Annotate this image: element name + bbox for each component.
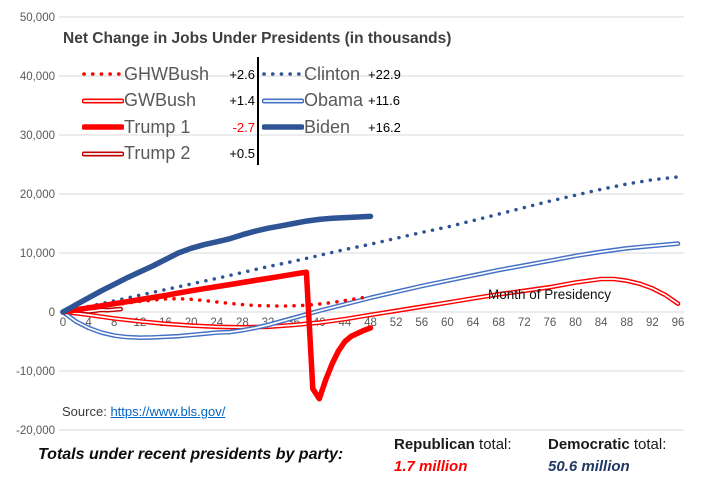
legend-label: GWBush xyxy=(124,90,197,111)
y-tick-label: 30,000 xyxy=(20,130,55,142)
x-tick-label: 4 xyxy=(85,317,92,329)
legend-item-gwbush: GWBush +1.4 xyxy=(82,88,255,115)
y-tick-label: 50,000 xyxy=(20,12,55,24)
y-gridlines xyxy=(59,16,684,431)
legend-label: Clinton xyxy=(304,63,361,84)
legend-value: +0.5 xyxy=(229,146,255,162)
republican-total: Republican total: 1.7 million xyxy=(394,435,512,476)
democratic-total: Democratic total: 50.6 million xyxy=(548,435,666,476)
legend-column-republican: GHWBush +2.6 GWBush +1.4 Trump 1 -2.7 Trump 2 +… xyxy=(82,61,255,167)
legend-label: GHWBush xyxy=(124,63,210,84)
x-tick-label: 48 xyxy=(364,317,377,329)
legend-column-democratic: Clinton +22.9 Obama +11.6 Biden +16.2 xyxy=(262,61,401,141)
line-trump-1 xyxy=(60,269,374,402)
legend-item-ghwbush: GHWBush +2.6 xyxy=(82,61,255,88)
x-tick-label: 88 xyxy=(620,317,633,329)
democratic-total-label: Democratic total: xyxy=(548,435,666,454)
line-biden xyxy=(60,213,374,315)
democratic-total-value: 50.6 million xyxy=(548,458,630,475)
legend-value: +11.6 xyxy=(368,93,400,109)
legend-item-trump-2: Trump 2 +0.5 xyxy=(82,141,255,168)
x-tick-label: 68 xyxy=(492,317,505,329)
legend-value: +22.9 xyxy=(368,66,401,82)
source-prefix: Source: xyxy=(62,404,107,419)
y-tick-label: -20,000 xyxy=(16,425,55,437)
x-tick-label: 8 xyxy=(111,317,117,329)
x-tick-label: 96 xyxy=(672,317,685,329)
democratic-total-suffix: total: xyxy=(629,436,667,453)
legend-label: Biden xyxy=(304,116,351,137)
source-line: Source: https://www.bls.gov/ xyxy=(62,404,225,419)
legend-item-biden: Biden +16.2 xyxy=(262,114,401,141)
republican-party-name: Republican xyxy=(394,436,475,453)
republican-total-suffix: total: xyxy=(474,436,512,453)
y-axis-tick-labels: 50,000 40,000 30,000 20,000 10,000 0 -10,000 -2… xyxy=(16,12,55,437)
x-tick-label: 52 xyxy=(390,317,403,329)
x-tick-label: 72 xyxy=(518,317,531,329)
footer-lead: Totals under recent presidents by party: xyxy=(38,446,344,463)
legend-divider xyxy=(257,57,259,165)
legend-swatch-trump-1 xyxy=(82,124,124,130)
x-tick-label: 60 xyxy=(441,317,454,329)
x-tick-label: 0 xyxy=(60,317,66,329)
x-tick-label: 76 xyxy=(543,317,556,329)
legend-swatch-trump-2 xyxy=(82,151,124,157)
y-tick-label: -10,000 xyxy=(16,366,55,378)
series-lines xyxy=(60,175,681,402)
line-obama xyxy=(60,241,681,340)
legend-swatch-clinton xyxy=(262,72,304,77)
legend-value: +1.4 xyxy=(229,93,255,109)
legend-value: -2.7 xyxy=(232,119,255,135)
line-clinton xyxy=(61,175,680,314)
y-tick-label: 0 xyxy=(49,307,55,319)
legend-swatch-biden xyxy=(262,124,304,130)
republican-total-label: Republican total: xyxy=(394,435,512,454)
chart-title: Net Change in Jobs Under Presidents (in … xyxy=(63,30,452,47)
legend-swatch-gwbush xyxy=(82,98,124,104)
legend-value: +16.2 xyxy=(368,119,401,135)
x-tick-label: 80 xyxy=(569,317,582,329)
legend-label: Obama xyxy=(304,90,364,111)
republican-total-value: 1.7 million xyxy=(394,458,468,475)
legend-swatch-obama xyxy=(262,98,304,104)
y-tick-label: 40,000 xyxy=(20,71,55,83)
legend-label: Trump 1 xyxy=(124,116,191,137)
legend-value: +2.6 xyxy=(229,66,255,82)
legend-item-clinton: Clinton +22.9 xyxy=(262,61,401,88)
y-tick-label: 20,000 xyxy=(20,189,55,201)
x-tick-label: 92 xyxy=(646,317,659,329)
source-link[interactable]: https://www.bls.gov/ xyxy=(110,404,226,419)
legend-label: Trump 2 xyxy=(124,143,191,164)
x-tick-label: 56 xyxy=(415,317,428,329)
x-tick-label: 64 xyxy=(467,317,480,329)
line-gwbush xyxy=(60,276,681,330)
legend-item-obama: Obama +11.6 xyxy=(262,88,401,115)
democratic-party-name: Democratic xyxy=(548,436,630,453)
y-tick-label: 10,000 xyxy=(20,248,55,260)
legend-swatch-ghwbush xyxy=(82,72,124,77)
x-axis-label: Month of Presidency xyxy=(488,287,612,302)
legend-item-trump-1: Trump 1 -2.7 xyxy=(82,114,255,141)
x-tick-label: 84 xyxy=(595,317,608,329)
